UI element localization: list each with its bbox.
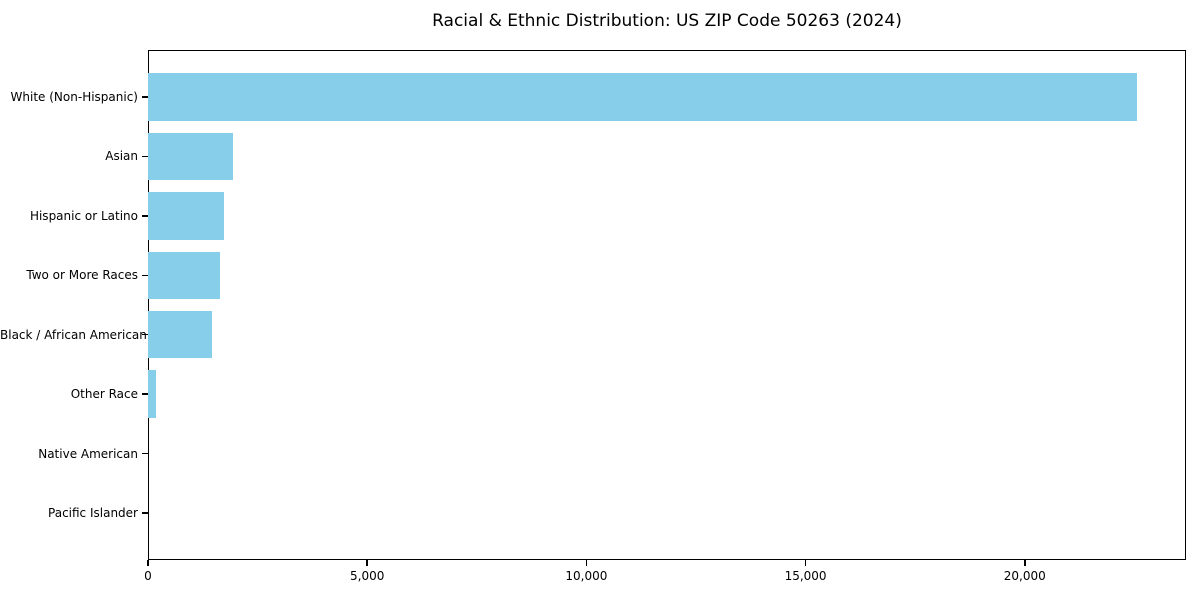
y-tick xyxy=(142,512,148,514)
y-tick xyxy=(142,452,148,455)
y-axis-label: Hispanic or Latino xyxy=(29,208,138,223)
x-tick-label: 20,000 xyxy=(1003,569,1046,583)
bar xyxy=(148,73,1137,121)
x-tick xyxy=(366,560,368,566)
y-axis-label: Two or More Races xyxy=(26,268,138,283)
y-axis-label: Black / African American xyxy=(0,327,147,342)
y-axis-label: White (Non-Hispanic) xyxy=(10,89,138,104)
plot-area xyxy=(148,50,1186,560)
y-axis-label: Pacific Islander xyxy=(48,506,138,521)
bar xyxy=(148,192,224,240)
y-tick xyxy=(142,96,148,98)
x-tick xyxy=(147,560,149,566)
y-tick xyxy=(142,393,148,395)
y-axis-label: Asian xyxy=(105,149,138,164)
x-tick-label: 10,000 xyxy=(565,569,608,583)
bar xyxy=(148,310,212,359)
x-tick xyxy=(585,560,588,566)
y-tick xyxy=(142,155,148,158)
bar xyxy=(148,251,220,300)
y-axis-label: Other Race xyxy=(70,387,138,402)
bar xyxy=(148,370,156,418)
bar xyxy=(148,132,233,181)
chart-title: Racial & Ethnic Distribution: US ZIP Cod… xyxy=(432,11,902,31)
y-tick xyxy=(142,333,148,336)
x-tick-label: 0 xyxy=(144,569,152,583)
x-tick-label: 5,000 xyxy=(350,569,385,583)
x-tick-label: 15,000 xyxy=(784,569,827,583)
x-tick xyxy=(1024,560,1026,566)
y-axis-label: Native American xyxy=(38,446,138,461)
y-tick xyxy=(142,274,148,277)
y-tick xyxy=(142,215,148,217)
x-tick xyxy=(804,560,807,566)
